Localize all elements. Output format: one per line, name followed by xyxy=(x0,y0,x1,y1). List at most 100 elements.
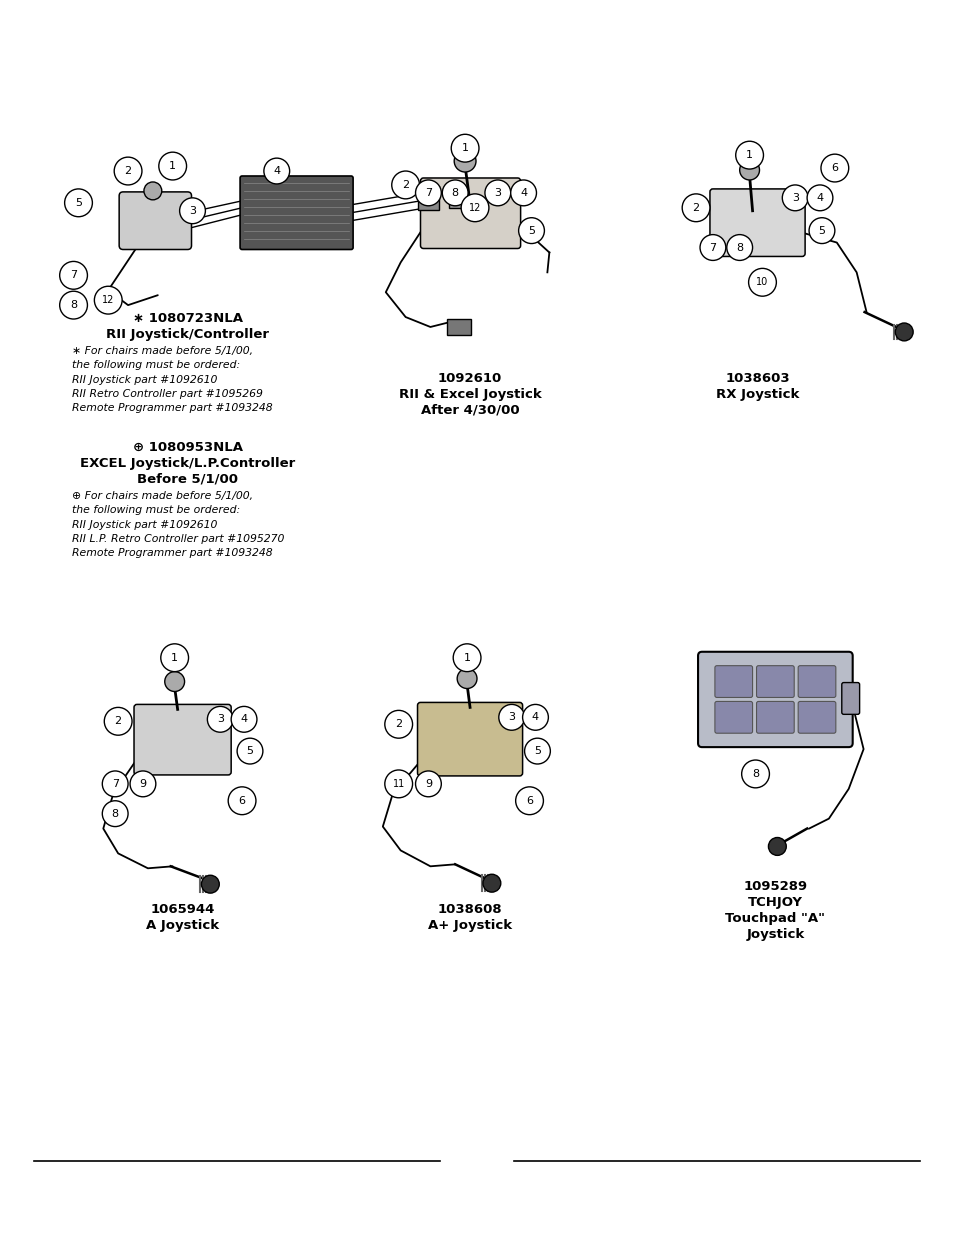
Circle shape xyxy=(231,706,256,732)
Text: A Joystick: A Joystick xyxy=(146,919,219,932)
Text: 6: 6 xyxy=(830,163,838,173)
Text: RII & Excel Joystick: RII & Excel Joystick xyxy=(398,388,541,400)
Circle shape xyxy=(821,154,848,182)
FancyBboxPatch shape xyxy=(698,652,852,747)
Text: 10: 10 xyxy=(756,278,768,288)
Text: 4: 4 xyxy=(240,714,248,724)
Circle shape xyxy=(781,185,807,211)
Circle shape xyxy=(681,194,709,222)
Circle shape xyxy=(264,158,290,184)
Text: 2: 2 xyxy=(692,203,699,212)
Circle shape xyxy=(735,141,762,169)
Circle shape xyxy=(165,672,184,692)
Circle shape xyxy=(161,643,189,672)
Text: 3: 3 xyxy=(216,714,224,724)
Circle shape xyxy=(442,180,468,206)
Circle shape xyxy=(894,324,912,341)
FancyBboxPatch shape xyxy=(798,666,835,698)
Circle shape xyxy=(460,194,488,222)
FancyBboxPatch shape xyxy=(240,177,353,249)
Text: 1: 1 xyxy=(463,653,470,663)
FancyBboxPatch shape xyxy=(420,178,520,248)
Text: Touchpad "A": Touchpad "A" xyxy=(724,911,824,925)
Text: 5: 5 xyxy=(527,226,535,236)
FancyBboxPatch shape xyxy=(841,683,859,714)
Circle shape xyxy=(228,787,255,815)
Circle shape xyxy=(522,704,548,730)
Text: RX Joystick: RX Joystick xyxy=(715,388,799,400)
Text: Before 5/1/00: Before 5/1/00 xyxy=(137,473,238,487)
Text: After 4/30/00: After 4/30/00 xyxy=(420,404,518,416)
Text: ⊕ 1080953NLA: ⊕ 1080953NLA xyxy=(132,441,242,454)
Circle shape xyxy=(94,287,122,314)
Text: 2: 2 xyxy=(401,180,409,190)
Text: 9: 9 xyxy=(139,779,147,789)
Circle shape xyxy=(384,769,412,798)
Text: 7: 7 xyxy=(112,779,118,789)
Text: 4: 4 xyxy=(273,165,280,177)
Text: 8: 8 xyxy=(451,188,458,198)
Circle shape xyxy=(416,180,441,206)
Text: 6: 6 xyxy=(525,795,533,805)
FancyBboxPatch shape xyxy=(756,701,793,734)
Text: Joystick: Joystick xyxy=(745,927,803,941)
FancyBboxPatch shape xyxy=(714,701,752,734)
Text: 1: 1 xyxy=(461,143,468,153)
Text: 7: 7 xyxy=(709,242,716,252)
Text: 5: 5 xyxy=(75,198,82,207)
FancyBboxPatch shape xyxy=(756,666,793,698)
Circle shape xyxy=(130,771,155,797)
Circle shape xyxy=(767,837,785,856)
Circle shape xyxy=(726,235,752,261)
Circle shape xyxy=(740,760,769,788)
Text: 8: 8 xyxy=(112,809,118,819)
Circle shape xyxy=(102,800,128,826)
Text: TCHJOY: TCHJOY xyxy=(747,897,802,909)
Text: 1: 1 xyxy=(169,161,176,172)
Circle shape xyxy=(482,874,500,892)
Circle shape xyxy=(207,706,233,732)
Circle shape xyxy=(392,170,419,199)
Text: 2: 2 xyxy=(125,165,132,177)
Text: 1095289: 1095289 xyxy=(742,881,806,893)
Text: 3: 3 xyxy=(189,206,195,216)
FancyBboxPatch shape xyxy=(119,191,192,249)
Circle shape xyxy=(510,180,536,206)
Circle shape xyxy=(748,268,776,296)
Circle shape xyxy=(806,185,832,211)
Circle shape xyxy=(416,771,441,797)
Text: 11: 11 xyxy=(392,779,404,789)
Circle shape xyxy=(700,235,725,261)
FancyBboxPatch shape xyxy=(709,189,804,257)
Text: 2: 2 xyxy=(395,719,402,730)
Circle shape xyxy=(179,198,205,224)
Circle shape xyxy=(524,739,550,764)
Circle shape xyxy=(498,704,524,730)
Circle shape xyxy=(158,152,187,180)
Text: ∗ For chairs made before 5/1/00,
the following must be ordered:
RII Joystick par: ∗ For chairs made before 5/1/00, the fol… xyxy=(71,346,272,414)
Text: 5: 5 xyxy=(534,746,540,756)
Circle shape xyxy=(65,189,92,216)
Text: 7: 7 xyxy=(424,188,432,198)
Circle shape xyxy=(144,182,162,200)
Text: EXCEL Joystick/L.P.Controller: EXCEL Joystick/L.P.Controller xyxy=(80,457,294,471)
Circle shape xyxy=(60,291,88,319)
FancyBboxPatch shape xyxy=(133,704,231,774)
Text: 1092610: 1092610 xyxy=(437,372,501,384)
Circle shape xyxy=(237,739,263,764)
Circle shape xyxy=(201,876,219,893)
FancyBboxPatch shape xyxy=(447,319,471,335)
Text: 2: 2 xyxy=(114,716,122,726)
Circle shape xyxy=(454,151,476,172)
Text: 3: 3 xyxy=(791,193,798,203)
Text: 1065944: 1065944 xyxy=(151,903,214,916)
Text: 9: 9 xyxy=(424,779,432,789)
Text: 3: 3 xyxy=(508,713,515,722)
Text: 12: 12 xyxy=(102,295,114,305)
Text: 1: 1 xyxy=(745,151,752,161)
Text: 1038603: 1038603 xyxy=(724,372,789,384)
Circle shape xyxy=(384,710,412,739)
Text: RII Joystick/Controller: RII Joystick/Controller xyxy=(106,329,269,341)
Circle shape xyxy=(739,161,759,180)
Text: 1038608: 1038608 xyxy=(437,903,502,916)
